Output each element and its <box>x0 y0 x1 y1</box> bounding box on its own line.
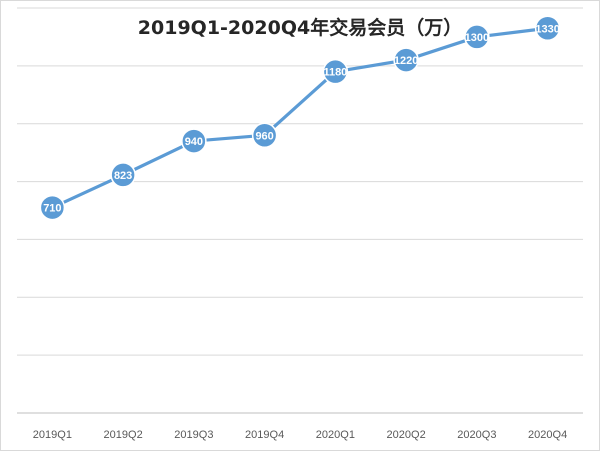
data-label: 710 <box>43 203 61 215</box>
chart-title: 2019Q1-2020Q4年交易会员（万） <box>137 17 463 39</box>
data-point <box>110 162 136 188</box>
data-point <box>181 128 207 154</box>
data-label: 1330 <box>535 23 559 35</box>
data-point <box>322 58 349 85</box>
x-tick-label: 2020Q4 <box>528 429 567 441</box>
data-label: 1220 <box>394 55 418 67</box>
data-label: 940 <box>185 136 203 148</box>
data-point <box>39 194 66 221</box>
gridlines <box>17 7 583 356</box>
x-tick-label: 2019Q2 <box>104 429 143 441</box>
series <box>39 15 561 221</box>
data-labels: 710 823 940 960 1180 1220 1300 1330 <box>43 23 560 214</box>
data-label: 1300 <box>465 32 489 44</box>
data-label: 823 <box>114 170 132 182</box>
data-point <box>393 47 419 73</box>
x-tick-label: 2020Q1 <box>316 429 355 441</box>
data-point <box>464 24 490 50</box>
x-axis: 2019Q1 2019Q2 2019Q3 2019Q4 2020Q1 2020Q2 2020… <box>17 412 583 441</box>
data-label: 960 <box>255 130 273 142</box>
data-point <box>534 15 561 41</box>
data-point <box>251 122 278 149</box>
x-tick-label: 2019Q3 <box>174 429 213 441</box>
x-tick-label: 2019Q1 <box>33 429 72 441</box>
x-tick-label: 2020Q2 <box>387 429 426 441</box>
x-tick-label: 2019Q4 <box>245 429 284 441</box>
x-tick-label: 2020Q3 <box>457 429 496 441</box>
data-label: 1180 <box>323 67 347 79</box>
